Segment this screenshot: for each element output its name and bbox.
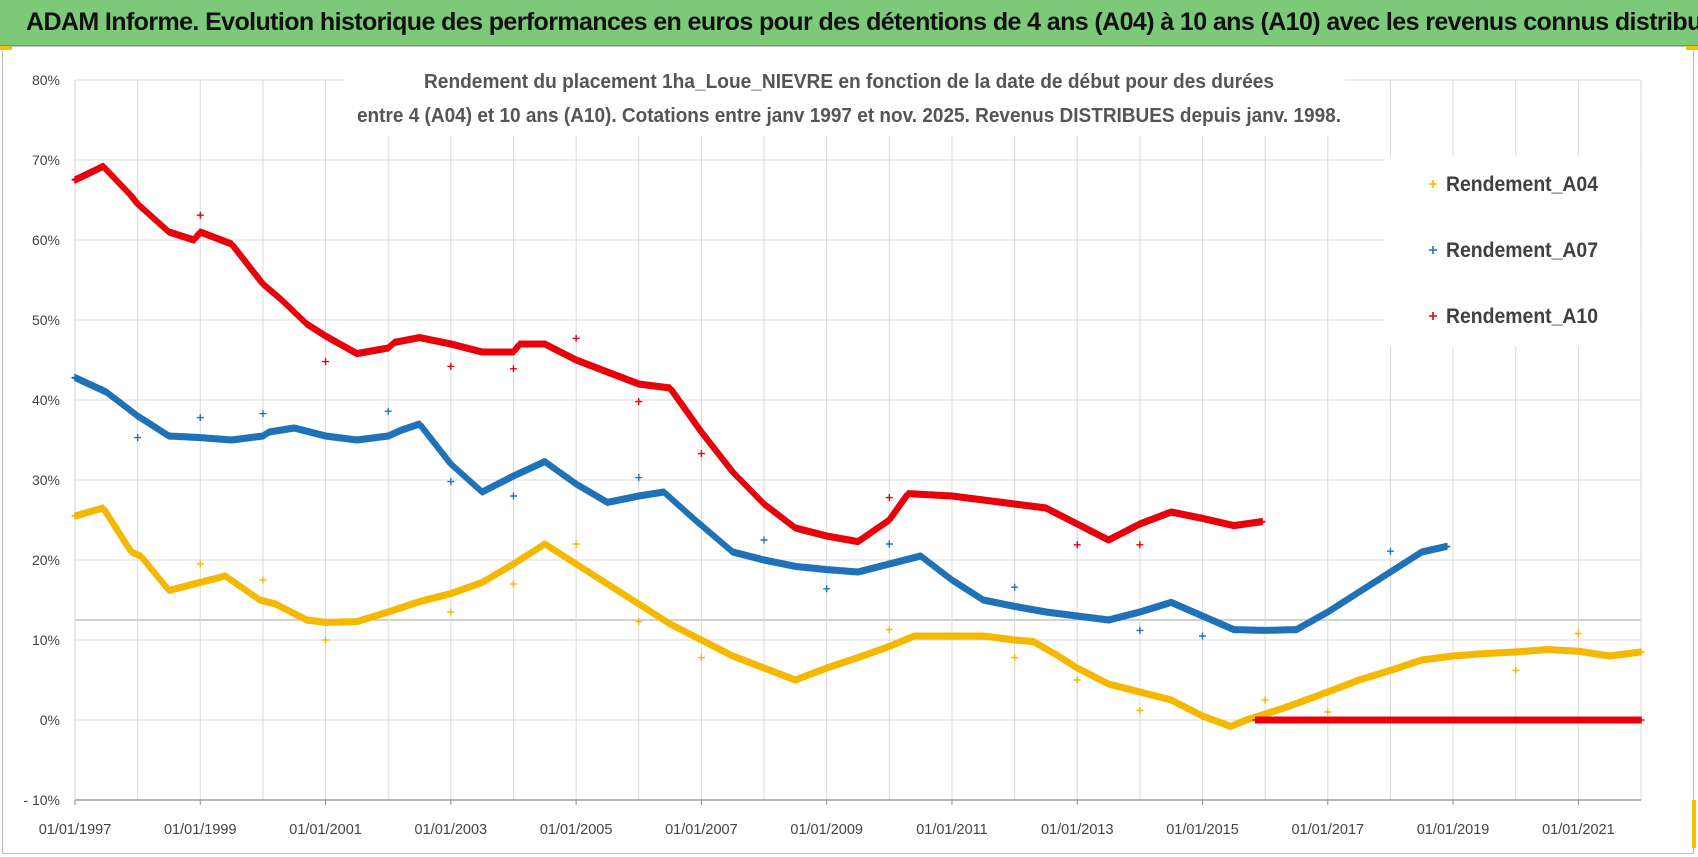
x-tick-label: 01/01/2017: [1292, 822, 1365, 838]
chart-title-line: entre 4 (A04) et 10 ans (A10). Cotations…: [357, 105, 1341, 127]
rendement-a04-point: [1136, 706, 1144, 714]
rendement-a04-point: [509, 580, 517, 588]
x-tick-label: 01/01/2001: [289, 822, 362, 838]
rendement-a07-point: [635, 474, 643, 482]
rendement-a04-point: [1073, 676, 1081, 684]
rendement-a04-point: [1324, 708, 1332, 716]
rendement-a07-point: [1011, 583, 1019, 591]
x-tick-label: 01/01/2015: [1166, 822, 1239, 838]
x-tick-label: 01/01/2009: [790, 822, 863, 838]
rendement-a07-point: [823, 585, 831, 593]
y-tick-label: 50%: [32, 312, 60, 328]
rendement-a10-point: [322, 358, 330, 366]
rendement-a10-point: [447, 362, 455, 370]
rendement-a07-point: [885, 540, 893, 548]
x-tick-label: 01/01/2021: [1542, 822, 1615, 838]
banner-title: ADAM Informe. Evolution historique des p…: [26, 8, 1698, 36]
legend-label: Rendement_A07: [1446, 239, 1598, 262]
y-tick-label: 0%: [40, 712, 60, 728]
rendement-a04-point: [1261, 696, 1269, 704]
rendement-a04-point: [1512, 666, 1520, 674]
rendement-a07-point: [760, 536, 768, 544]
rendement-a10-point: [1136, 541, 1144, 549]
y-tick-label: 20%: [32, 552, 60, 568]
legend-marker: [1429, 246, 1437, 254]
x-tick-label: 01/01/2011: [916, 822, 988, 838]
x-tick-label: 01/01/2005: [540, 822, 613, 838]
x-tick-label: 01/01/2019: [1417, 822, 1490, 838]
x-tick-label: 01/01/2003: [415, 822, 488, 838]
y-tick-label: 80%: [32, 72, 60, 88]
y-tick-label: 70%: [32, 152, 60, 168]
rendement-a10-point: [1073, 541, 1081, 549]
rendement-a07-point: [1199, 632, 1207, 640]
corner-mark-top-left: [0, 46, 12, 50]
rendement-a10-zero-segment: [1252, 716, 1645, 724]
rendement-a04-series: [71, 504, 1645, 730]
rendement-a04-point: [697, 654, 705, 662]
rendement-a04-point: [196, 560, 204, 568]
rendement-a04-point: [322, 636, 330, 644]
rendement-a10-point: [697, 450, 705, 458]
legend-label: Rendement_A04: [1446, 173, 1598, 196]
rendement-a07-series: [71, 374, 1451, 634]
rendement-a04-point: [1574, 630, 1582, 638]
legend-marker: [1429, 312, 1437, 320]
x-tick-label: 01/01/1999: [164, 822, 237, 838]
y-tick-label: 40%: [32, 392, 60, 408]
x-tick-label: 01/01/2013: [1041, 822, 1114, 838]
rendement-a07-point: [196, 414, 204, 422]
rendement-a04-point: [635, 618, 643, 626]
rendement-a10-series: [71, 162, 1266, 546]
y-tick-label: 60%: [32, 232, 60, 248]
rendement-a10-point: [885, 494, 893, 502]
rendement-a10-point: [635, 398, 643, 406]
x-tick-label: 01/01/2007: [665, 822, 738, 838]
rendement-a07-point: [259, 410, 267, 418]
y-tick-label: 10%: [32, 632, 60, 648]
rendement-a07-point: [509, 492, 517, 500]
legend-marker: [1429, 180, 1437, 188]
chart-title-line: Rendement du placement 1ha_Loue_NIEVRE e…: [424, 71, 1274, 93]
rendement-a10-point: [509, 365, 517, 373]
legend-background: [1385, 156, 1640, 346]
rendement-a04-point: [885, 626, 893, 634]
chart-frame: [2, 46, 1694, 854]
y-tick-label: 30%: [32, 472, 60, 488]
rendement-a04-point: [447, 608, 455, 616]
title-banner: ADAM Informe. Evolution historique des p…: [0, 0, 1698, 46]
rendement-a04-point: [1011, 654, 1019, 662]
corner-mark-bottom-right: [1692, 800, 1696, 848]
rendement-a07-point: [1386, 547, 1394, 555]
rendement-a04-point: [572, 540, 580, 548]
rendement-a10-point: [196, 211, 204, 219]
rendement-a07-point: [384, 407, 392, 415]
rendement-a04-point: [259, 576, 267, 584]
chart-title-background: [345, 64, 1345, 136]
rendement-a07-point: [1136, 626, 1144, 634]
rendement-a07-point: [447, 478, 455, 486]
y-tick-label: - 10%: [23, 792, 60, 808]
x-tick-label: 01/01/1997: [39, 822, 112, 838]
corner-mark-top-right: [1686, 46, 1698, 50]
legend-label: Rendement_A10: [1446, 305, 1598, 328]
rendement-a10-point: [572, 334, 580, 342]
rendement-a07-point: [134, 434, 142, 442]
